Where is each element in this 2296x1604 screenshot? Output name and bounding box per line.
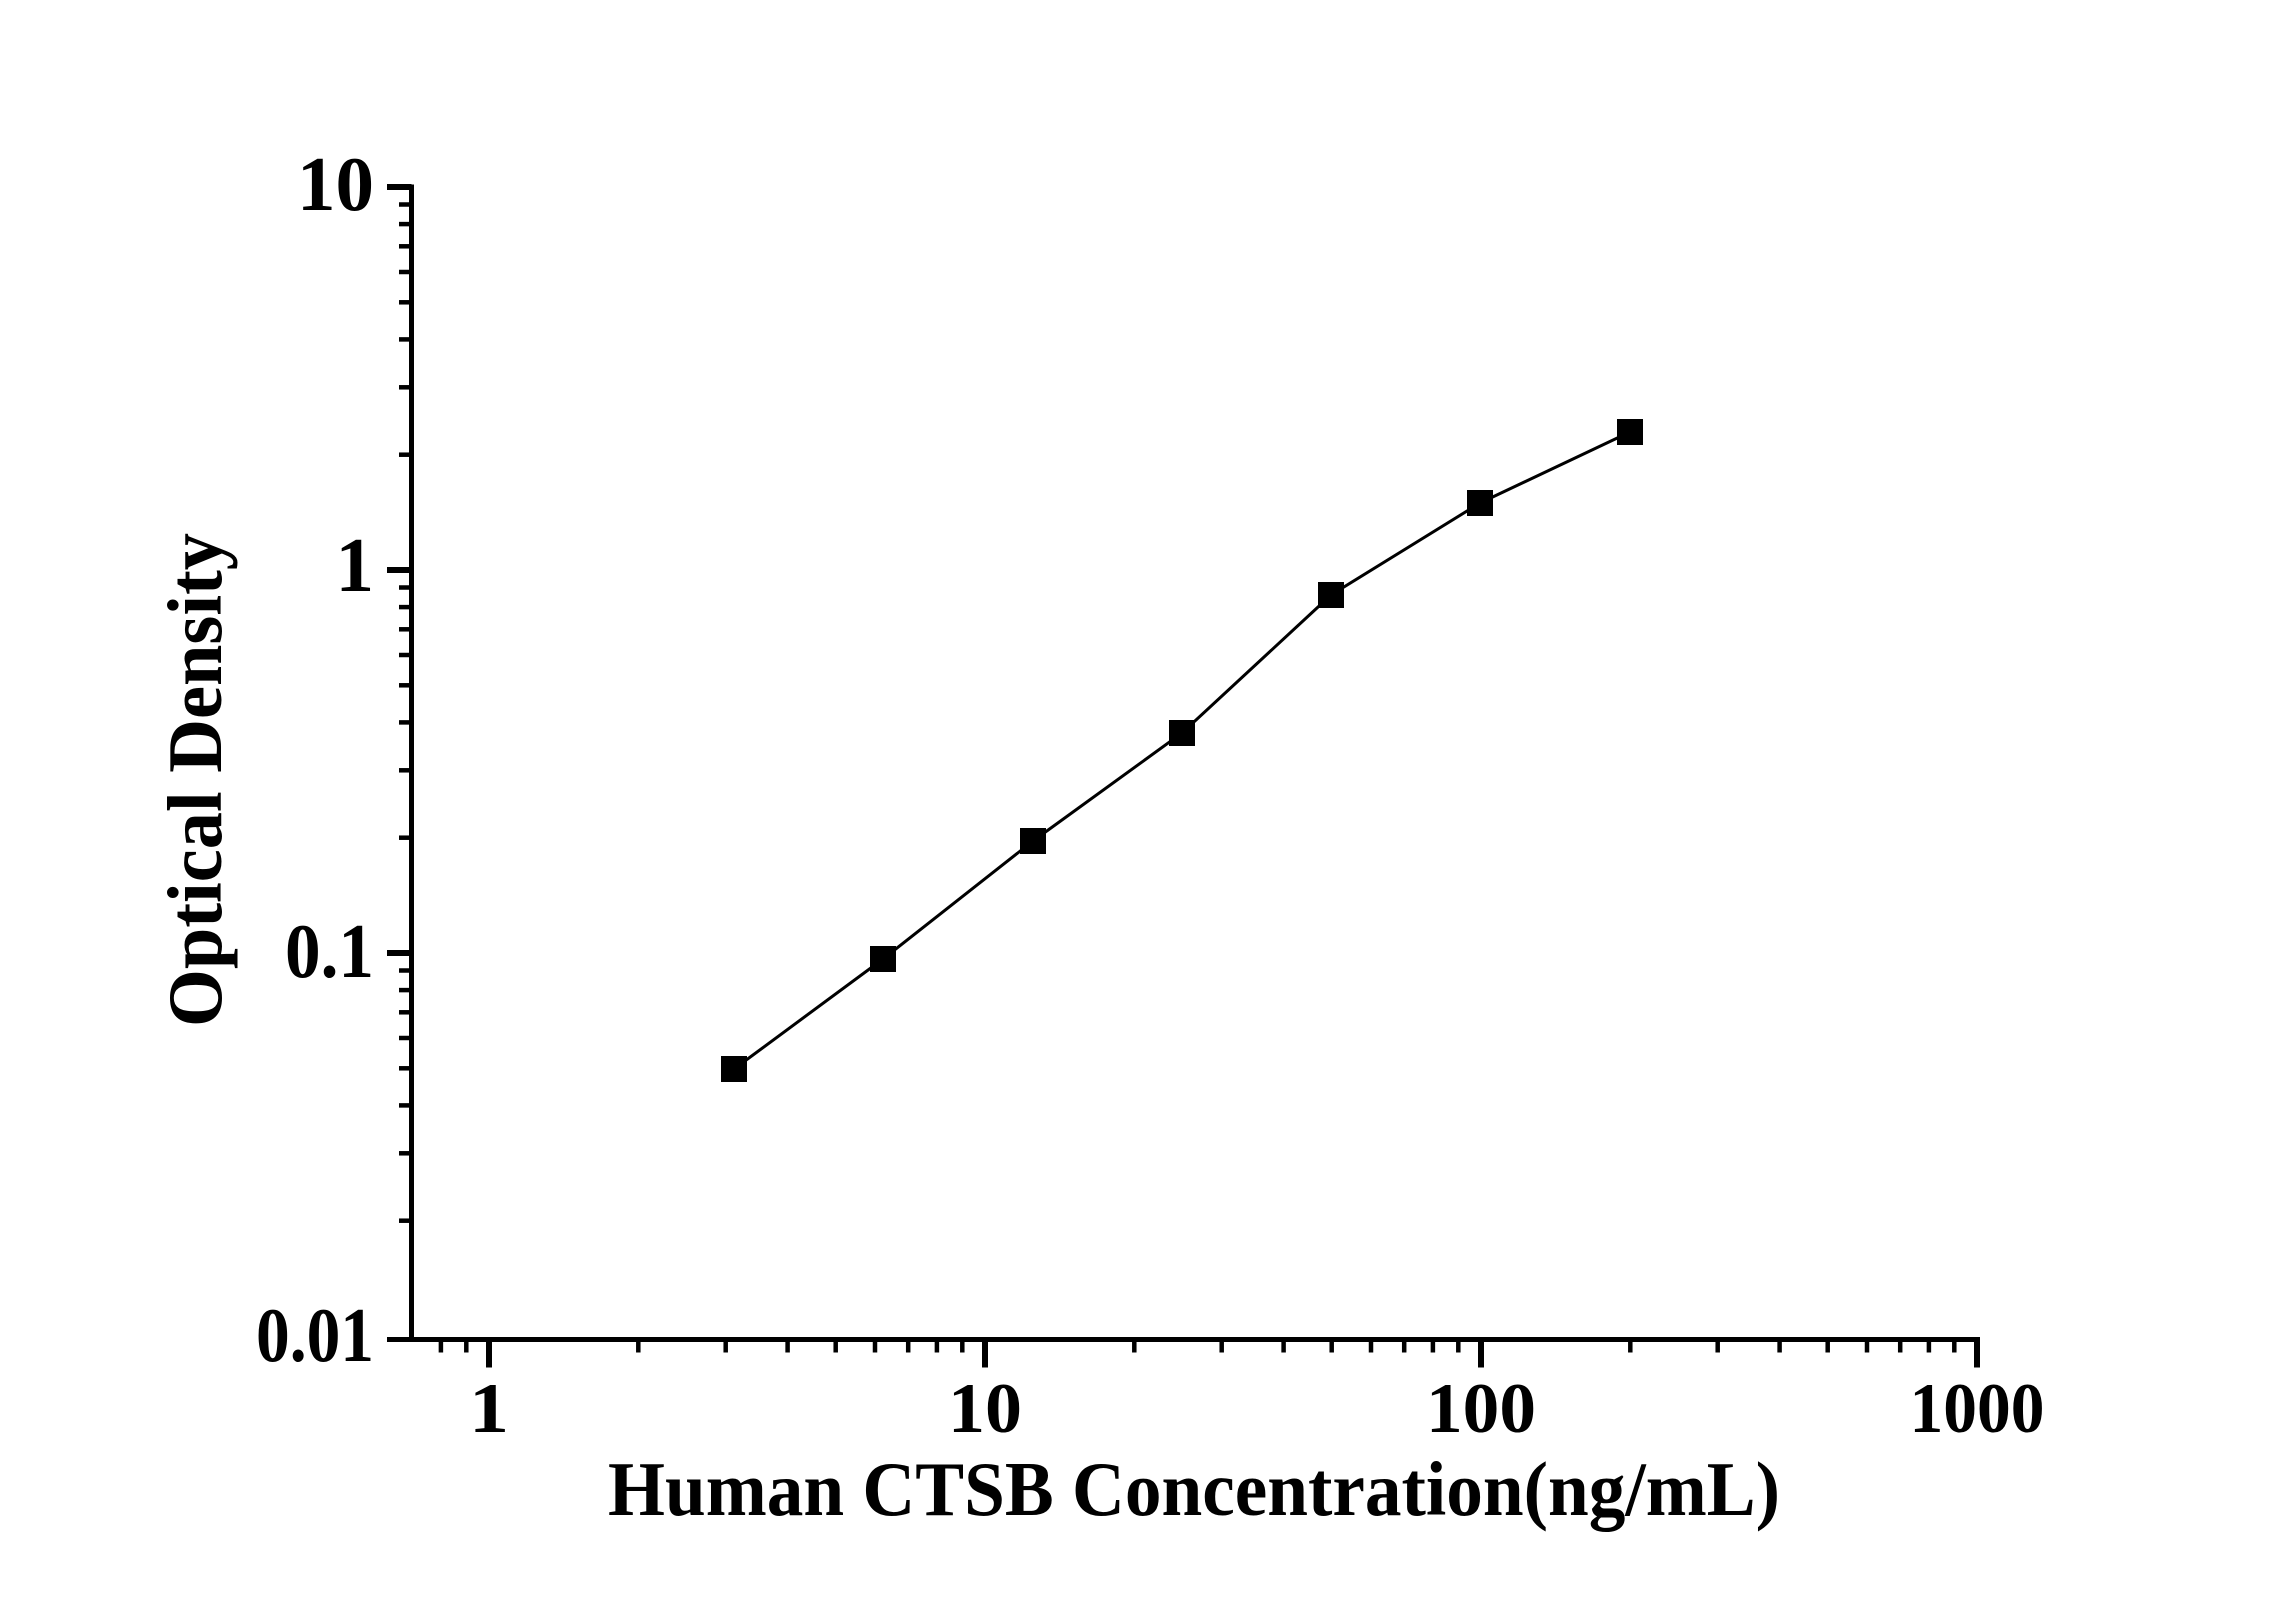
svg-text:1: 1 — [336, 522, 375, 608]
svg-text:10: 10 — [297, 141, 374, 227]
svg-text:0.1: 0.1 — [285, 908, 374, 994]
svg-text:1000: 1000 — [1910, 1370, 2045, 1448]
svg-text:0.01: 0.01 — [256, 1292, 374, 1378]
svg-text:Human CTSB Concentration(ng/mL: Human CTSB Concentration(ng/mL) — [608, 1446, 1780, 1532]
svg-text:10: 10 — [948, 1370, 1022, 1448]
svg-text:1: 1 — [469, 1370, 509, 1448]
svg-text:100: 100 — [1426, 1370, 1536, 1448]
svg-text:Optical Density: Optical Density — [152, 533, 238, 1027]
